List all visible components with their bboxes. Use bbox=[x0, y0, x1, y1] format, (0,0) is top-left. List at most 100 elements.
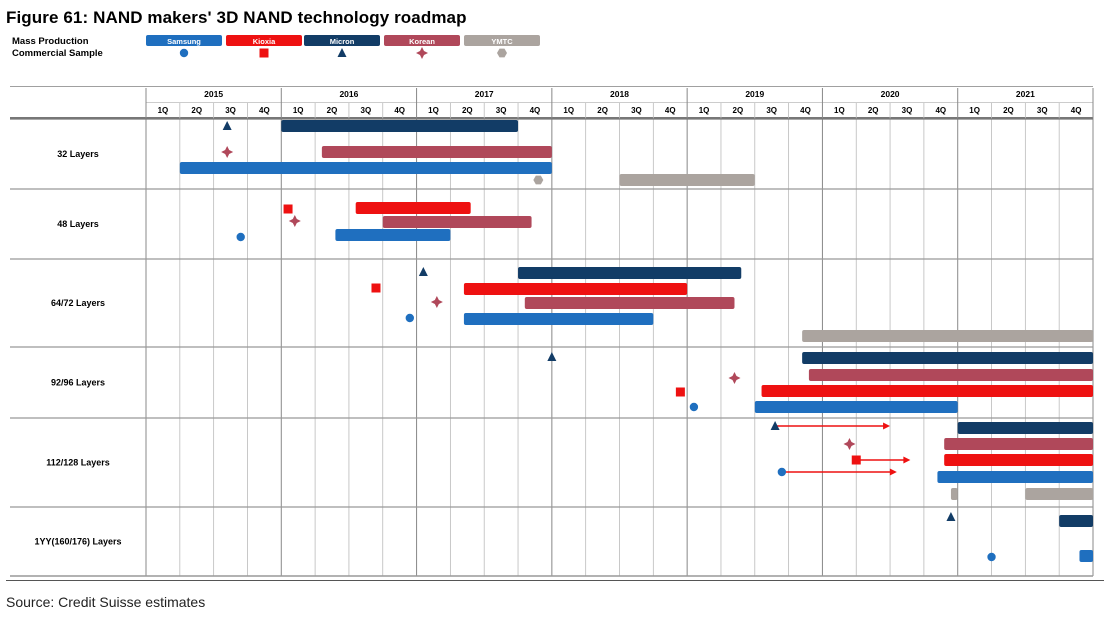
quarter-label-2021-2Q: 2Q bbox=[1003, 106, 1014, 115]
legend-mass-production-label: Mass Production bbox=[12, 36, 89, 47]
quarter-label-2016-4Q: 4Q bbox=[394, 106, 405, 115]
bar-ymtc-11 bbox=[802, 330, 1093, 342]
legend-sample-ymtc bbox=[497, 48, 507, 58]
sample-samsung-19 bbox=[987, 552, 996, 562]
sample-ymtc-2 bbox=[533, 175, 544, 185]
quarter-label-2016-1Q: 1Q bbox=[293, 106, 304, 115]
quarter-label-2020-2Q: 2Q bbox=[868, 106, 879, 115]
row-label-3: 92/96 Layers bbox=[51, 378, 105, 388]
bar-samsung-23 bbox=[1079, 550, 1093, 562]
legend-chip-label-korean: Korean bbox=[409, 37, 435, 46]
sample-arrow-head-14 bbox=[883, 422, 891, 430]
bar-kioxia-4 bbox=[355, 202, 471, 214]
legend-chip-korean bbox=[384, 35, 460, 46]
quarter-label-2015-2Q: 2Q bbox=[191, 106, 202, 115]
quarter-label-2020-4Q: 4Q bbox=[935, 106, 946, 115]
quarter-label-2017-3Q: 3Q bbox=[496, 106, 507, 115]
quarter-label-2018-4Q: 4Q bbox=[665, 106, 676, 115]
bar-samsung-15 bbox=[754, 401, 958, 413]
bar-korean-5 bbox=[382, 216, 532, 228]
quarter-label-2015-4Q: 4Q bbox=[259, 106, 270, 115]
sample-samsung-9 bbox=[405, 313, 415, 323]
legend-commercial-sample-label: Commercial Sample bbox=[12, 48, 103, 59]
quarter-label-2019-3Q: 3Q bbox=[766, 106, 777, 115]
year-label-2018: 2018 bbox=[610, 89, 629, 99]
quarter-label-2016-3Q: 3Q bbox=[361, 106, 372, 115]
quarter-label-2018-2Q: 2Q bbox=[597, 106, 608, 115]
bar-samsung-19 bbox=[937, 471, 1093, 483]
sample-korean-4 bbox=[288, 215, 301, 227]
quarter-label-2020-1Q: 1Q bbox=[834, 106, 845, 115]
legend-sample-korean bbox=[416, 47, 428, 59]
sample-kioxia-7 bbox=[371, 283, 381, 293]
quarter-label-2021-4Q: 4Q bbox=[1071, 106, 1082, 115]
legend-sample-micron bbox=[337, 48, 347, 57]
header-top-rule bbox=[10, 86, 1093, 87]
sample-samsung-13 bbox=[689, 402, 699, 412]
header-mid-rule bbox=[146, 102, 1093, 103]
sample-korean-1 bbox=[221, 146, 234, 158]
year-label-2019: 2019 bbox=[745, 89, 764, 99]
chart-title: Figure 61: NAND makers' 3D NAND technolo… bbox=[6, 8, 467, 27]
quarter-label-2021-3Q: 3Q bbox=[1037, 106, 1048, 115]
quarter-label-2018-1Q: 1Q bbox=[563, 106, 574, 115]
sample-micron-10 bbox=[547, 352, 557, 361]
bar-ymtc-20 bbox=[950, 488, 958, 500]
sample-kioxia-12 bbox=[675, 387, 685, 397]
sample-korean-15 bbox=[843, 438, 856, 450]
legend-chip-label-ymtc: YMTC bbox=[491, 37, 513, 46]
roadmap-chart: Samsung Kioxia Micron Korean YMTC 2015 1Q 2Q 3Q 4… bbox=[10, 35, 1094, 577]
bar-korean-9 bbox=[524, 297, 735, 309]
quarter-label-2015-3Q: 3Q bbox=[225, 106, 236, 115]
bar-korean-17 bbox=[944, 438, 1093, 450]
row-label-5: 1YY(160/176) Layers bbox=[34, 537, 121, 547]
quarter-label-2017-2Q: 2Q bbox=[462, 106, 473, 115]
bar-micron-7 bbox=[518, 267, 742, 279]
quarter-label-2019-2Q: 2Q bbox=[733, 106, 744, 115]
legend-chip-label-samsung: Samsung bbox=[167, 37, 201, 46]
year-label-2017: 2017 bbox=[475, 89, 494, 99]
legend-chip-ymtc bbox=[464, 35, 540, 46]
row-label-0: 32 Layers bbox=[57, 149, 99, 159]
quarter-label-2017-1Q: 1Q bbox=[428, 106, 439, 115]
legend-chip-kioxia bbox=[226, 35, 302, 46]
sample-samsung-17 bbox=[777, 467, 787, 477]
quarter-label-2020-3Q: 3Q bbox=[902, 106, 913, 115]
year-label-2015: 2015 bbox=[204, 89, 223, 99]
legend-chip-samsung bbox=[146, 35, 222, 46]
year-label-2016: 2016 bbox=[339, 89, 358, 99]
year-label-2020: 2020 bbox=[881, 89, 900, 99]
legend-sample-samsung bbox=[179, 48, 189, 58]
bar-kioxia-14 bbox=[761, 385, 1093, 397]
bar-micron-16 bbox=[957, 422, 1093, 434]
legend-chip-micron bbox=[304, 35, 380, 46]
bar-kioxia-8 bbox=[463, 283, 688, 295]
quarter-label-2019-1Q: 1Q bbox=[699, 106, 710, 115]
quarter-label-2018-3Q: 3Q bbox=[631, 106, 642, 115]
sample-arrow-head-16 bbox=[903, 456, 911, 464]
bar-ymtc-21 bbox=[1025, 488, 1093, 500]
bar-kioxia-18 bbox=[944, 454, 1093, 466]
legend-chip-label-kioxia: Kioxia bbox=[253, 37, 276, 46]
legend-chip-label-micron: Micron bbox=[330, 37, 355, 46]
quarter-label-2021-1Q: 1Q bbox=[969, 106, 980, 115]
quarter-label-2015-1Q: 1Q bbox=[158, 106, 169, 115]
quarter-label-2017-4Q: 4Q bbox=[530, 106, 541, 115]
bar-samsung-6 bbox=[335, 229, 451, 241]
sample-micron-18 bbox=[946, 512, 956, 521]
quarter-label-2016-2Q: 2Q bbox=[327, 106, 338, 115]
source-note: Source: Credit Suisse estimates bbox=[6, 594, 206, 610]
row-label-2: 64/72 Layers bbox=[51, 298, 105, 308]
bottom-rule bbox=[6, 580, 1104, 581]
sample-kioxia-16 bbox=[851, 455, 861, 465]
bar-korean-1 bbox=[321, 146, 552, 158]
legend-sample-kioxia bbox=[259, 48, 269, 58]
sample-samsung-5 bbox=[236, 232, 245, 242]
bar-micron-12 bbox=[802, 352, 1093, 364]
sample-korean-11 bbox=[728, 372, 741, 384]
quarter-label-2019-4Q: 4Q bbox=[800, 106, 811, 115]
sample-micron-14 bbox=[770, 421, 780, 430]
bar-samsung-2 bbox=[179, 162, 552, 174]
sample-micron-0 bbox=[222, 121, 232, 130]
bar-korean-13 bbox=[808, 369, 1093, 381]
